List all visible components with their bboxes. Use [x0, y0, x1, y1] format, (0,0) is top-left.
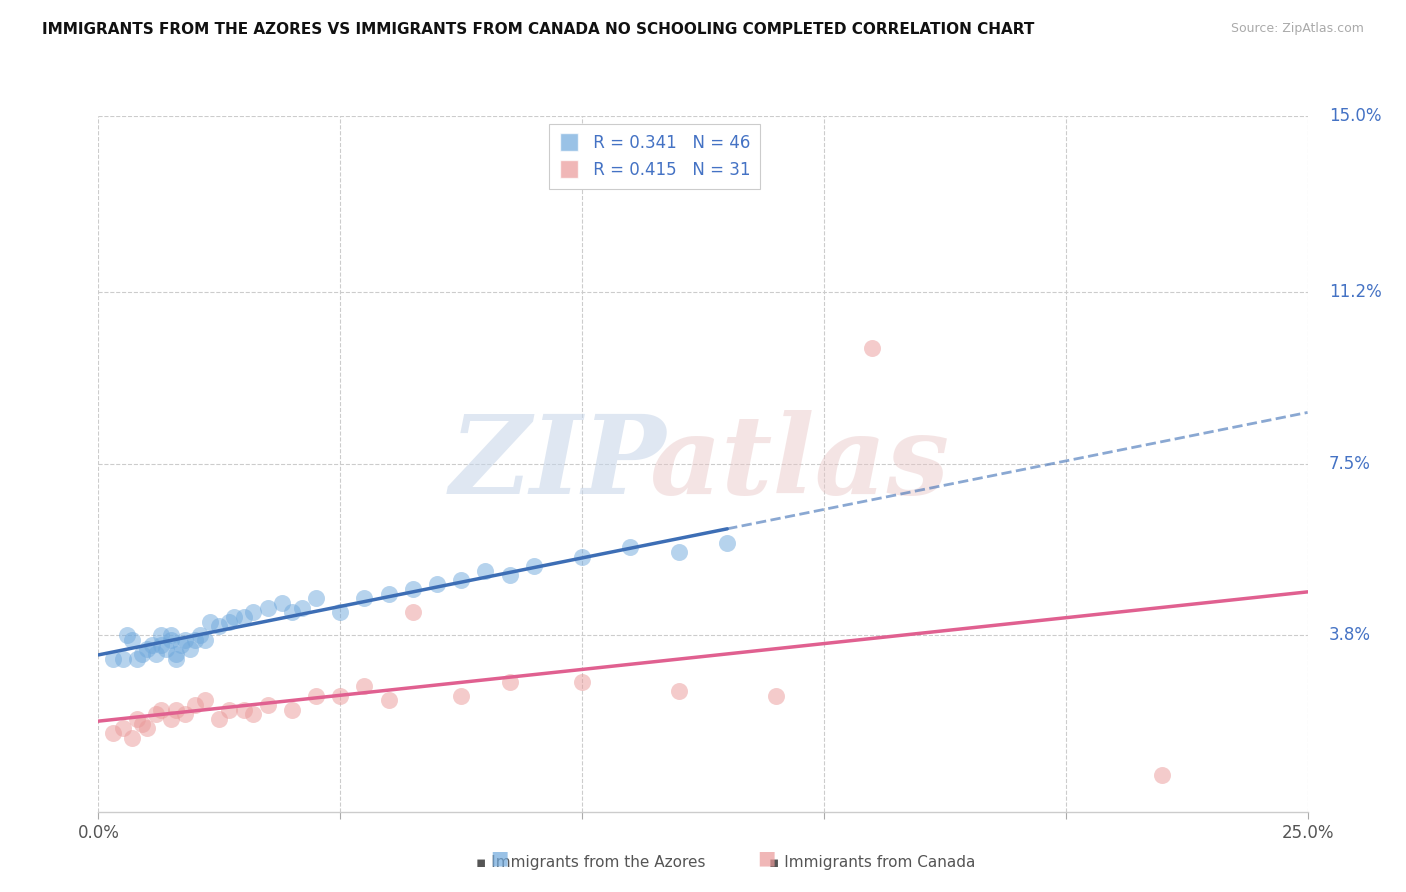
Point — [150, 638, 173, 652]
Point — [127, 712, 149, 726]
Point — [131, 716, 153, 731]
Text: 11.2%: 11.2% — [1329, 284, 1382, 301]
Point — [668, 684, 690, 698]
Point — [179, 642, 201, 657]
Point — [242, 605, 264, 619]
Point — [135, 642, 157, 657]
Point — [716, 535, 738, 549]
Point — [155, 642, 177, 657]
Point — [127, 651, 149, 665]
Point — [271, 596, 294, 610]
Point — [121, 731, 143, 745]
Point — [169, 638, 191, 652]
Point — [498, 674, 520, 689]
Point — [305, 689, 328, 703]
Point — [121, 633, 143, 648]
Point — [160, 628, 183, 642]
Point — [353, 591, 375, 606]
Point — [194, 633, 217, 648]
Point — [232, 703, 254, 717]
Point — [101, 651, 124, 665]
Point — [377, 587, 399, 601]
Point — [860, 341, 883, 355]
Point — [174, 633, 197, 648]
Point — [174, 707, 197, 722]
Point — [194, 693, 217, 707]
Point — [165, 651, 187, 665]
Point — [184, 633, 207, 648]
Point — [218, 615, 240, 629]
Point — [150, 628, 173, 642]
Point — [208, 619, 231, 633]
Text: atlas: atlas — [650, 410, 950, 517]
Point — [668, 545, 690, 559]
Text: Source: ZipAtlas.com: Source: ZipAtlas.com — [1230, 22, 1364, 36]
Text: ■: ■ — [489, 848, 509, 867]
Point — [160, 712, 183, 726]
Text: ZIP: ZIP — [450, 410, 666, 517]
Point — [165, 647, 187, 661]
Text: 15.0%: 15.0% — [1329, 107, 1381, 125]
Point — [377, 693, 399, 707]
Point — [765, 689, 787, 703]
Point — [141, 638, 163, 652]
Point — [305, 591, 328, 606]
Point — [1152, 767, 1174, 781]
Point — [150, 703, 173, 717]
Point — [450, 689, 472, 703]
Point — [160, 633, 183, 648]
Point — [117, 628, 139, 642]
Point — [426, 577, 449, 591]
Text: 3.8%: 3.8% — [1329, 626, 1371, 644]
Point — [198, 615, 221, 629]
Point — [571, 674, 593, 689]
Text: ▪ Immigrants from the Azores: ▪ Immigrants from the Azores — [475, 855, 706, 870]
Point — [498, 568, 520, 582]
Point — [208, 712, 231, 726]
Text: 7.5%: 7.5% — [1329, 455, 1371, 473]
Point — [145, 647, 167, 661]
Point — [222, 610, 245, 624]
Point — [281, 605, 304, 619]
Point — [145, 707, 167, 722]
Text: ▪ Immigrants from Canada: ▪ Immigrants from Canada — [769, 855, 974, 870]
Point — [402, 582, 425, 596]
Point — [232, 610, 254, 624]
Point — [571, 549, 593, 564]
Point — [402, 605, 425, 619]
Point — [256, 600, 278, 615]
Text: IMMIGRANTS FROM THE AZORES VS IMMIGRANTS FROM CANADA NO SCHOOLING COMPLETED CORR: IMMIGRANTS FROM THE AZORES VS IMMIGRANTS… — [42, 22, 1035, 37]
Legend:  R = 0.341   N = 46,  R = 0.415   N = 31: R = 0.341 N = 46, R = 0.415 N = 31 — [550, 124, 761, 188]
Point — [218, 703, 240, 717]
Point — [256, 698, 278, 712]
Point — [111, 651, 134, 665]
Point — [165, 703, 187, 717]
Point — [131, 647, 153, 661]
Point — [619, 541, 641, 555]
Point — [450, 573, 472, 587]
Point — [184, 698, 207, 712]
Text: ■: ■ — [756, 848, 776, 867]
Point — [281, 703, 304, 717]
Point — [101, 726, 124, 740]
Point — [290, 600, 312, 615]
Point — [474, 564, 496, 578]
Point — [329, 689, 352, 703]
Point — [135, 721, 157, 735]
Point — [353, 680, 375, 694]
Point — [242, 707, 264, 722]
Point — [111, 721, 134, 735]
Point — [523, 558, 546, 573]
Point — [188, 628, 211, 642]
Point — [329, 605, 352, 619]
